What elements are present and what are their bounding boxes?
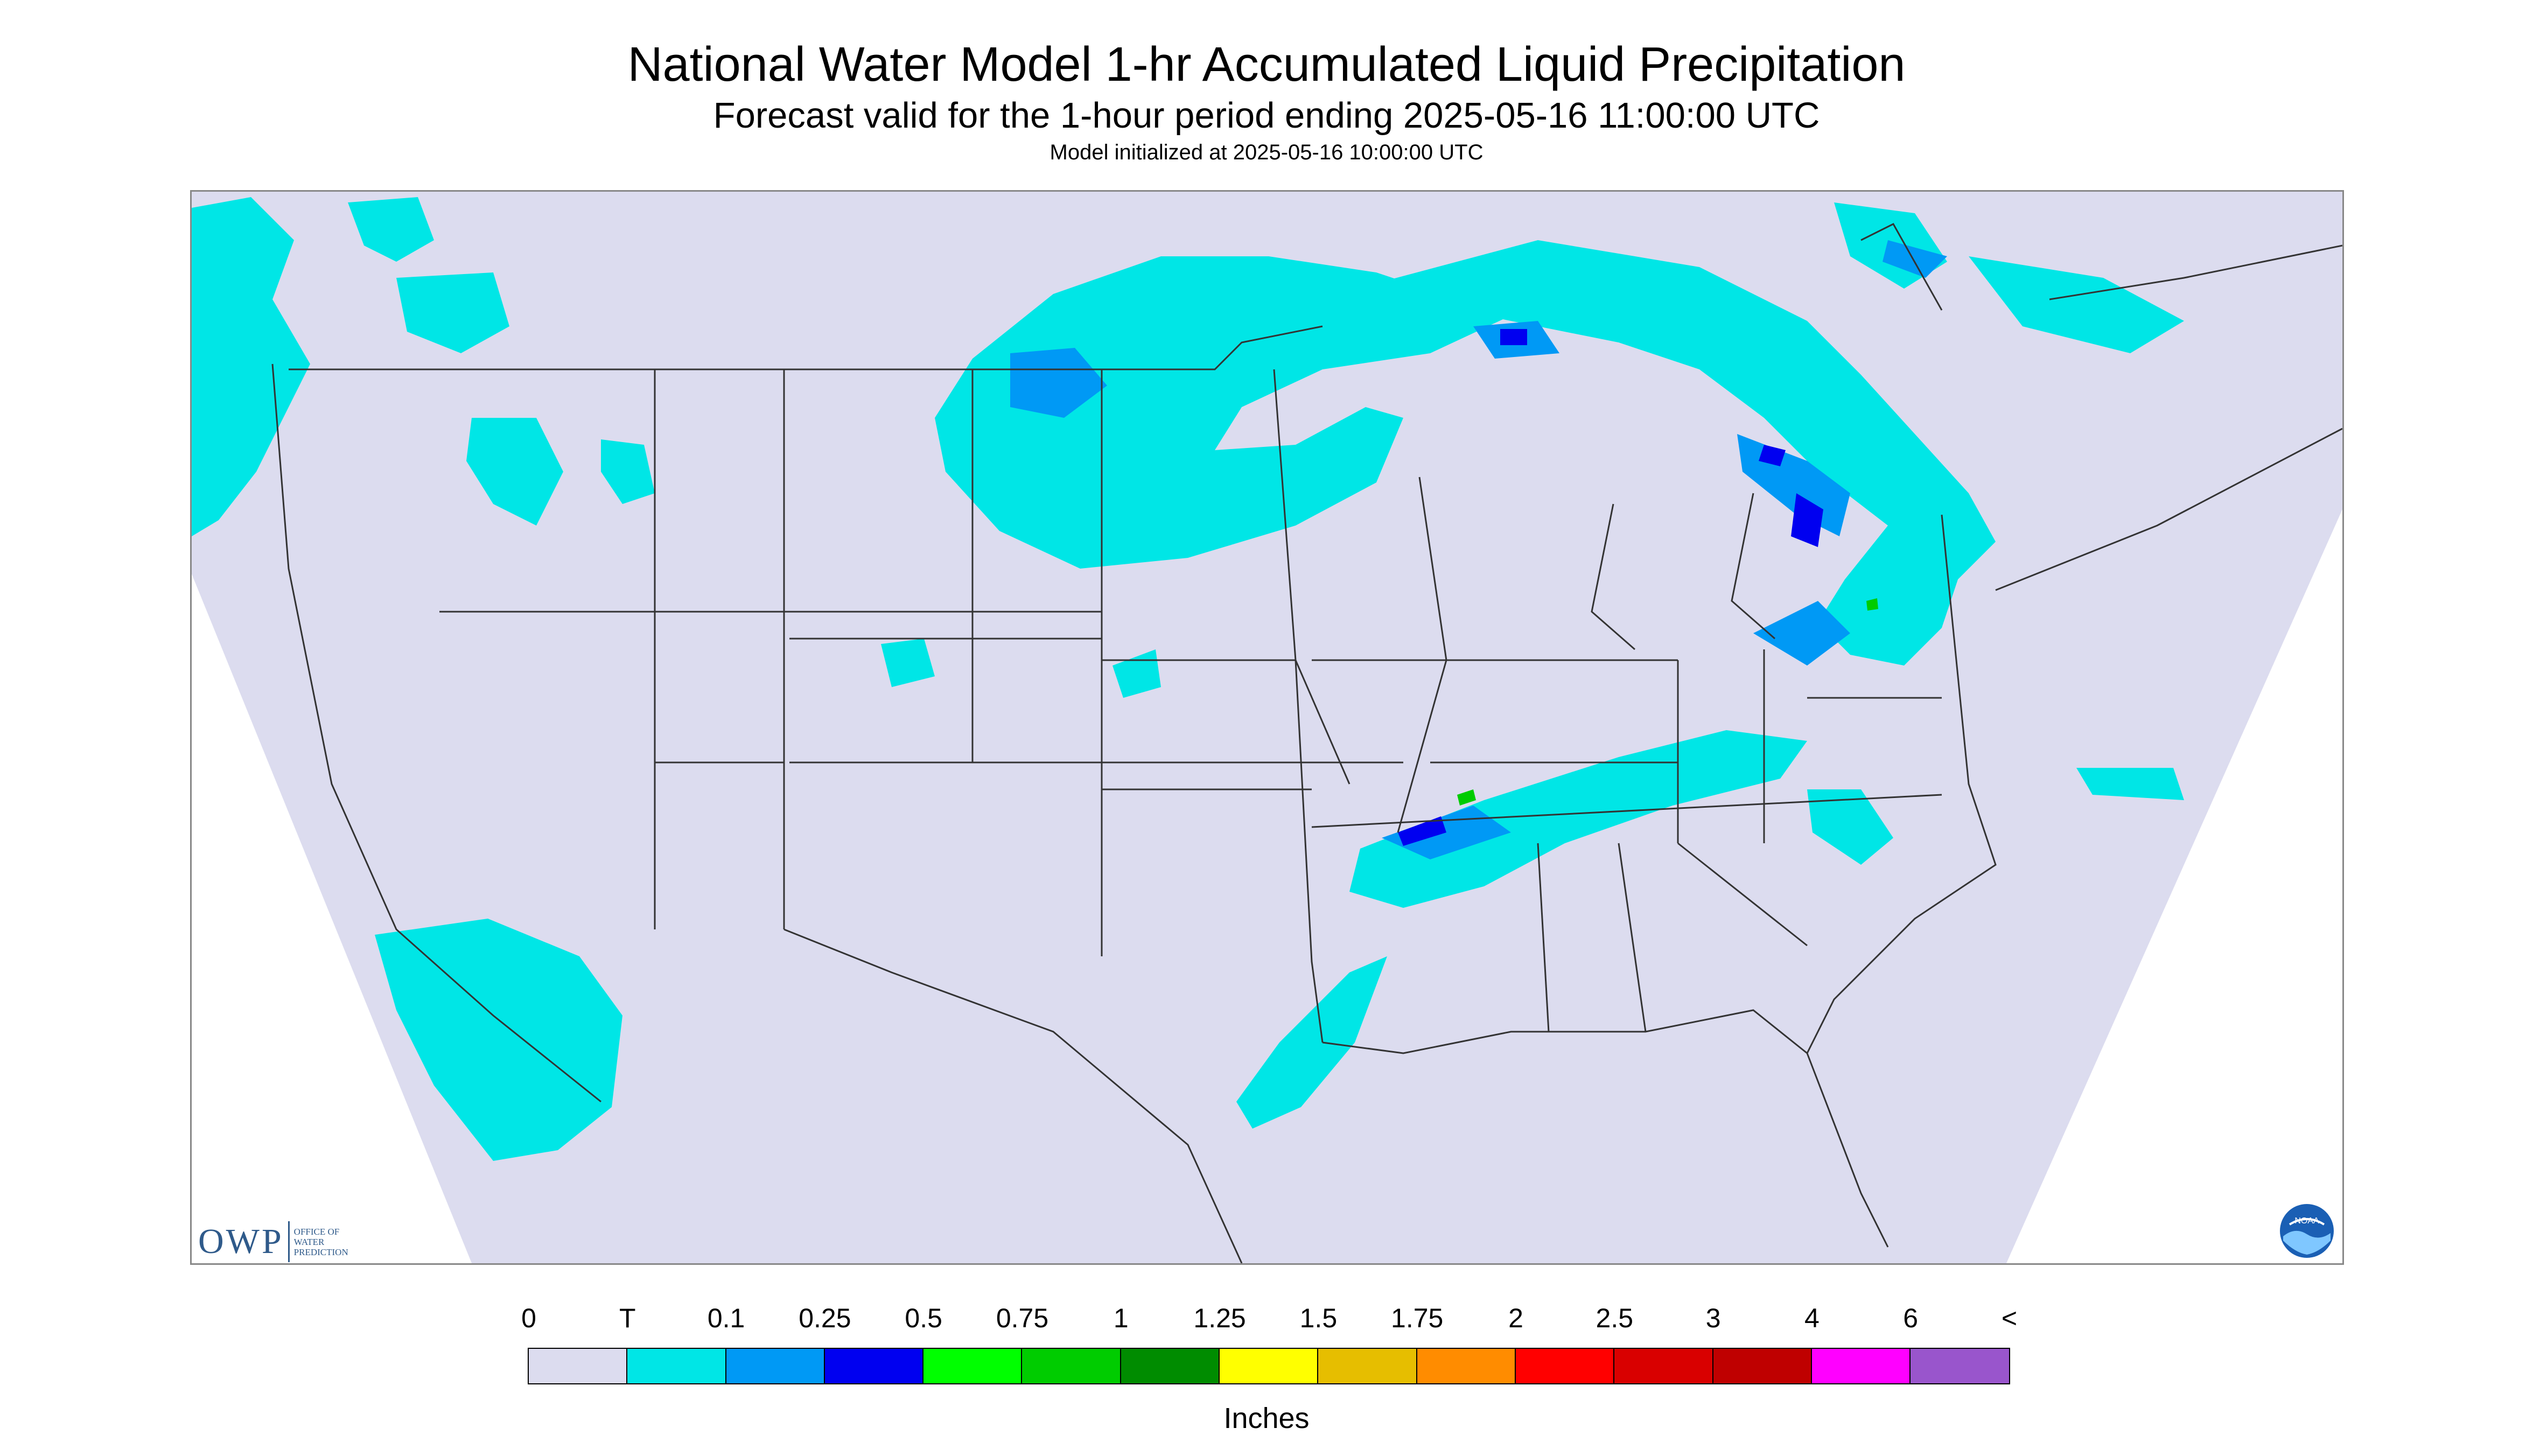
map-subtitle: Forecast valid for the 1-hour period end… [713, 95, 1820, 136]
legend-swatch [1121, 1349, 1220, 1383]
legend-label: 1.5 [1299, 1303, 1338, 1333]
legend-swatch [923, 1349, 1023, 1383]
map-title: National Water Model 1-hr Accumulated Li… [627, 38, 1906, 92]
legend-swatch [1417, 1349, 1516, 1383]
legend-swatch [529, 1349, 628, 1383]
precipitation-map [190, 190, 2344, 1265]
legend-label: 0.25 [799, 1303, 851, 1333]
legend-label: < [2001, 1303, 2018, 1333]
owp-logo-text: OFFICE OF WATER PREDICTION [293, 1226, 348, 1257]
state-boundaries [271, 223, 2342, 1263]
legend-labels: 0 T 0.1 0.25 0.5 0.75 1 1.25 1.5 1.75 2 2.5 3 4 6 < [0, 1302, 2533, 1334]
legend-label: 1 [1113, 1303, 1129, 1333]
legend-units: Inches [1223, 1402, 1310, 1434]
legend-swatch [627, 1349, 726, 1383]
legend-swatch [1713, 1349, 1812, 1383]
trace-precip-areas [192, 197, 2184, 1161]
legend-swatch [1220, 1349, 1319, 1383]
owp-logo-mark: OWP [198, 1221, 290, 1262]
legend-swatch [1318, 1349, 1417, 1383]
legend-label: 6 [1903, 1303, 1919, 1333]
legend-label: T [619, 1303, 636, 1333]
legend-swatch [1515, 1349, 1615, 1383]
owp-logo: OWP OFFICE OF WATER PREDICTION [198, 1220, 364, 1263]
legend-swatch [824, 1349, 924, 1383]
legend-swatch [1614, 1349, 1713, 1383]
legend-label: 2 [1508, 1303, 1523, 1333]
noaa-logo: NOAA [2279, 1203, 2335, 1259]
legend-label: 3 [1705, 1303, 1721, 1333]
legend-label: 1.25 [1193, 1303, 1246, 1333]
legend-label: 0 [521, 1303, 536, 1333]
legend-color-bar [528, 1348, 2011, 1384]
medium-precip-areas [1398, 329, 1823, 846]
legend-label: 4 [1804, 1303, 1820, 1333]
legend-label: 0.1 [707, 1303, 745, 1333]
legend-label: 2.5 [1596, 1303, 1634, 1333]
heavy-precip-areas [1457, 598, 1878, 806]
legend-swatch [1911, 1349, 2010, 1383]
legend-label: 0.5 [905, 1303, 942, 1333]
model-domain [192, 192, 2342, 1263]
legend-swatch [726, 1349, 825, 1383]
legend-swatch [1022, 1349, 1121, 1383]
noaa-logo-text: NOAA [2294, 1216, 2319, 1226]
legend-label: 1.75 [1391, 1303, 1444, 1333]
legend-swatch [1811, 1349, 1911, 1383]
legend-label: 0.75 [996, 1303, 1049, 1333]
model-init-text: Model initialized at 2025-05-16 10:00:00… [1049, 141, 1484, 164]
